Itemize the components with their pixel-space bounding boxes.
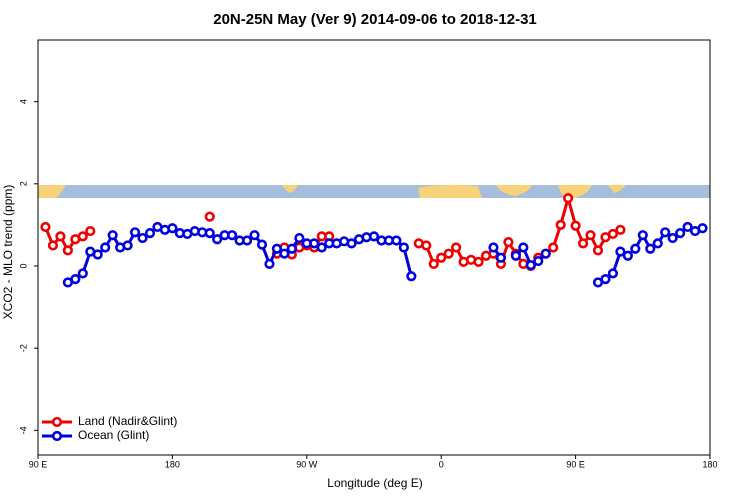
data-point [421,240,432,251]
data-point [100,242,111,253]
plot-frame [37,39,711,456]
data-point [451,242,462,253]
data-point [129,227,141,238]
data-point [533,255,544,267]
data-point [316,242,327,253]
data-point [630,243,641,254]
data-point [637,230,648,241]
data-point [398,242,409,253]
data-point [540,248,551,259]
y-tick-label: 2 [18,181,28,186]
data-point [518,242,529,253]
data-point [47,240,59,251]
x-tick-label: 180 [165,459,180,469]
data-point [122,240,133,251]
data-point [495,252,507,263]
data-point [406,271,417,282]
y-tick-label: -4 [18,426,28,434]
data-point [346,238,357,249]
data-point [286,243,297,254]
x-tick-label: 90 E [29,459,48,469]
data-point [667,232,678,244]
map-land [496,185,532,196]
x-tick-label: 90 E [566,459,585,469]
data-point [503,237,514,248]
x-tick-label: 0 [439,459,444,469]
data-point [204,211,215,222]
y-tick-label: 4 [18,99,28,104]
data-point [615,224,626,235]
series [62,221,708,288]
data-point [264,258,275,270]
data-point [592,245,604,256]
chart-title: 20N-25N May (Ver 9) 2014-09-06 to 2018-1… [213,11,537,28]
data-point [607,228,619,240]
data-point [652,238,663,249]
data-point [256,239,268,250]
data-point [62,245,73,256]
data-point [607,268,619,279]
data-point [682,221,693,233]
data-point [227,230,238,241]
data-point [368,231,380,242]
legend-marker [51,416,63,428]
data-point [428,258,439,270]
map-land [38,185,66,198]
data-point [525,260,536,271]
data-point [55,231,66,242]
x-tick-label: 180 [702,459,717,469]
data-point [167,223,178,234]
map-land [418,184,482,198]
map-land [282,185,298,193]
data-point [271,243,283,254]
map-ocean [38,185,710,198]
data-point [488,242,499,253]
data-point [391,235,402,246]
map-strip [38,184,710,198]
data-point [204,228,215,239]
data-point [137,232,148,244]
data-point [144,228,156,239]
data-point [212,234,223,245]
data-point [279,248,290,259]
data-point [107,230,118,241]
data-point [615,246,626,257]
map-land [608,185,626,193]
data-point [77,231,88,242]
data-point [548,242,559,253]
y-axis-label: XCO2 - MLO trend (ppm) [1,185,15,320]
data-point [697,223,708,234]
y-tick-label: 0 [18,263,28,268]
data-point [555,219,566,231]
data-point [585,230,596,241]
data-point [443,248,454,259]
data-point [675,228,686,239]
data-point [85,225,96,237]
data-point [577,238,589,249]
x-axis-label: Longitude (deg E) [327,476,422,490]
data-point [241,235,253,246]
data-point [645,243,656,254]
y-tick-label: -2 [18,344,28,352]
data-point [563,193,574,204]
data-point [600,274,611,285]
data-point [249,230,260,241]
data-point [436,252,447,263]
data-point [660,227,671,238]
data-point [309,238,320,249]
data-point [77,268,88,279]
data-point [622,250,633,261]
legend-marker [51,430,63,442]
data-point [70,274,81,285]
data-point [570,220,581,231]
x-tick-label: 90 W [296,459,318,469]
data-point [510,250,521,261]
data-point [294,232,305,244]
data-point [40,221,51,233]
data-point [92,249,103,260]
legend-label: Land (Nadir&Glint) [78,414,177,428]
data-point [473,256,484,267]
legend-label: Ocean (Glint) [78,428,149,442]
